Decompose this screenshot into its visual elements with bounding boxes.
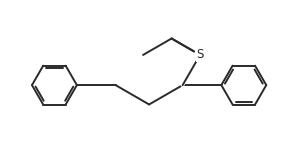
Text: S: S — [196, 49, 204, 61]
Text: S: S — [196, 49, 204, 61]
